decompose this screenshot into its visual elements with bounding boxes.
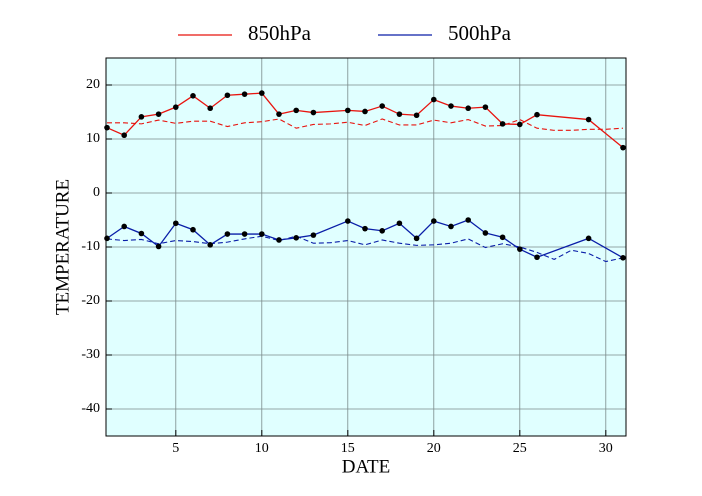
data-point xyxy=(241,231,248,237)
data-point xyxy=(190,93,196,99)
data-point xyxy=(138,114,145,120)
data-point xyxy=(396,220,403,227)
data-point xyxy=(620,144,626,151)
legend-label: 500hPa xyxy=(448,21,512,45)
data-point xyxy=(431,96,437,103)
data-point xyxy=(620,254,626,261)
data-point xyxy=(499,234,506,241)
x-tick-label: 20 xyxy=(427,441,441,456)
data-point xyxy=(345,107,351,114)
data-point xyxy=(585,235,592,242)
y-tick-label: -20 xyxy=(81,293,100,308)
x-tick-label: 5 xyxy=(172,441,179,456)
data-point xyxy=(293,107,300,114)
data-point xyxy=(379,228,386,234)
data-point xyxy=(499,121,506,127)
y-tick-label: 0 xyxy=(93,185,100,200)
data-point xyxy=(517,246,523,252)
data-point xyxy=(155,111,162,117)
data-point xyxy=(379,103,386,109)
data-point xyxy=(448,103,454,109)
plot-frame xyxy=(105,57,627,437)
data-point xyxy=(104,235,110,242)
data-point xyxy=(276,237,282,243)
x-tick-label: 25 xyxy=(513,441,527,456)
data-point xyxy=(413,112,420,119)
data-point xyxy=(482,230,489,236)
data-point xyxy=(121,132,127,139)
x-axis-label: DATE xyxy=(342,456,391,477)
data-point xyxy=(276,111,282,117)
data-point xyxy=(173,220,179,227)
y-tick-label: -30 xyxy=(81,347,100,362)
data-point xyxy=(431,218,437,224)
x-tick-label: 30 xyxy=(599,441,613,456)
data-point xyxy=(482,104,489,110)
y-axis-label: TEMPERATURE xyxy=(52,179,73,315)
data-point xyxy=(138,230,145,237)
data-point xyxy=(585,116,592,123)
data-point xyxy=(362,225,368,232)
data-point xyxy=(345,218,351,224)
y-tick-label: 20 xyxy=(86,77,100,92)
data-point xyxy=(259,90,265,96)
data-point xyxy=(155,243,162,250)
data-point xyxy=(241,91,248,97)
data-point xyxy=(534,254,540,261)
legend-label: 850hPa xyxy=(248,21,312,45)
data-point xyxy=(362,108,368,115)
data-point xyxy=(517,121,523,128)
data-point xyxy=(413,235,420,242)
data-point xyxy=(396,111,403,117)
data-point xyxy=(207,242,213,248)
data-point xyxy=(190,226,196,233)
data-point xyxy=(310,109,317,116)
data-point xyxy=(293,235,300,241)
data-point xyxy=(104,124,110,131)
data-point xyxy=(224,92,231,99)
y-tick-label: 10 xyxy=(86,131,100,146)
x-tick-label: 10 xyxy=(255,441,269,456)
data-point xyxy=(310,232,317,238)
data-point xyxy=(207,105,213,112)
data-point xyxy=(465,105,472,112)
data-point xyxy=(173,104,179,110)
data-point xyxy=(224,231,231,237)
data-point xyxy=(465,217,472,223)
y-tick-label: -40 xyxy=(81,401,100,416)
climatology-line xyxy=(107,118,624,131)
climatology-line xyxy=(106,235,624,263)
data-point xyxy=(259,231,265,237)
data-point xyxy=(448,223,454,230)
data-point xyxy=(534,111,540,118)
y-tick-label: -10 xyxy=(81,239,100,254)
data-point xyxy=(121,223,127,230)
x-tick-label: 15 xyxy=(341,441,355,456)
